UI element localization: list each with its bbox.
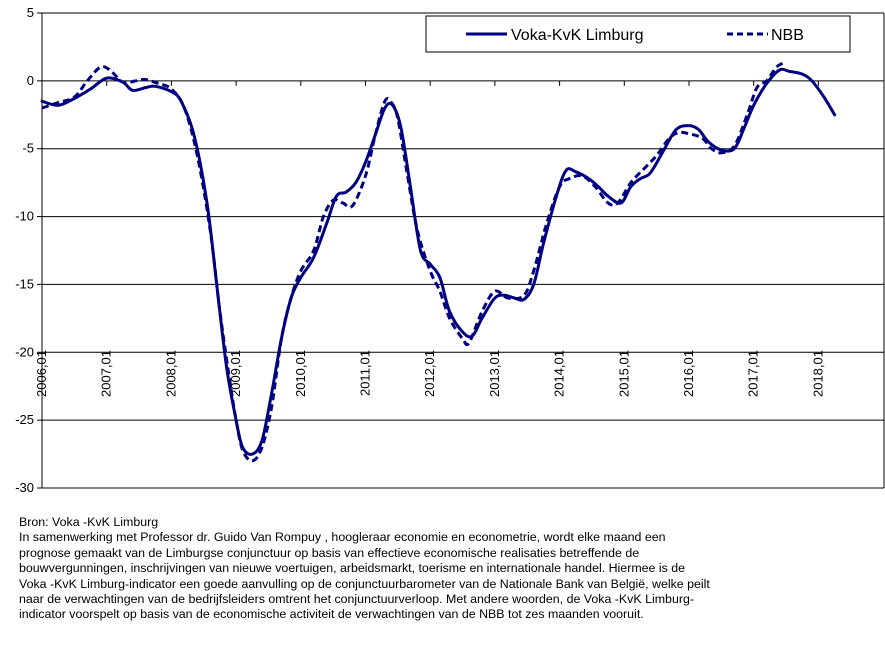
y-tick-label: 0 (27, 73, 34, 88)
source-line: Bron: Voka -KvK Limburg (19, 515, 159, 529)
chart: 5 0 -5 -10 -15 -20 -25 -30 2006,01 2007,01 2008,01… (15, 5, 885, 495)
x-tick-label: 2008,01 (163, 350, 178, 397)
x-tick-label: 2006,01 (34, 350, 49, 397)
x-tick-label: 2011,01 (358, 350, 373, 396)
x-tick-label: 2012,01 (422, 350, 437, 397)
x-tick-label: 2010,01 (293, 350, 308, 397)
x-tick-label: 2007,01 (99, 350, 114, 397)
series-line-nbb (41, 61, 784, 463)
source-line: Voka -KvK Limburg-indicator een goede aa… (19, 576, 710, 591)
y-tick-label: -5 (22, 141, 34, 156)
source-note: Bron: Voka -KvK Limburg In samenwerking … (19, 515, 869, 623)
source-line: bouwvergunningen, inschrijvingen van nie… (19, 561, 686, 576)
source-line: In samenwerking met Professor dr. Guido … (19, 530, 666, 545)
y-tick-label: -30 (15, 480, 34, 495)
x-tick-label: 2014,01 (552, 350, 567, 397)
x-tick-label: 2016,01 (681, 350, 696, 397)
source-line: indicator voorspelt op basis van de econ… (19, 607, 644, 622)
legend: Voka-KvK Limburg NBB (425, 15, 851, 53)
y-tick-label: 5 (27, 5, 34, 20)
x-tick-label: 2018,01 (810, 350, 825, 397)
legend-label-nbb: NBB (771, 27, 804, 44)
y-tick-label: -15 (15, 276, 34, 291)
y-tick-label: -25 (15, 412, 34, 427)
y-tick-label: -10 (15, 209, 34, 224)
x-tick-label: 2015,01 (616, 350, 631, 397)
x-tick-label: 2013,01 (487, 350, 502, 397)
series-line-voka-kvk-limburg (40, 67, 837, 456)
legend-label-voka: Voka-KvK Limburg (511, 27, 644, 44)
gridlines (42, 12, 884, 489)
x-tick-label: 2017,01 (746, 350, 761, 397)
plot-series (40, 61, 837, 463)
axes: 5 0 -5 -10 -15 -20 -25 -30 2006,01 2007,01 2008,01… (15, 5, 885, 495)
source-line: prognose gemaakt van de Limburgse conjun… (19, 545, 640, 560)
source-line: naar de verwachtingen van de bedrijfslei… (19, 592, 694, 607)
y-tick-label: -20 (15, 344, 34, 359)
